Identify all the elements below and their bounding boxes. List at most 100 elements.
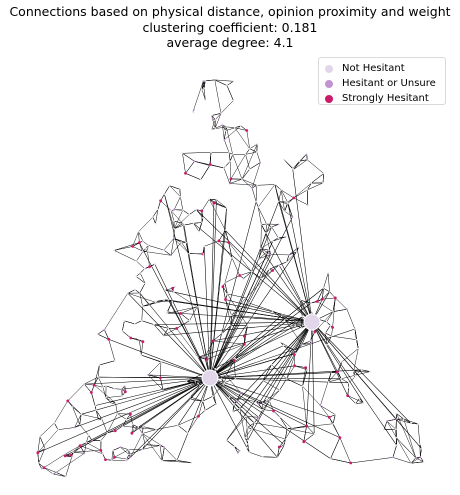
network-nodes xyxy=(36,79,425,478)
network-node xyxy=(44,447,46,450)
network-node xyxy=(210,151,212,154)
network-node xyxy=(137,241,141,245)
network-edge xyxy=(211,126,227,130)
network-edge xyxy=(265,232,271,255)
network-node xyxy=(103,328,106,331)
network-edge xyxy=(328,378,342,383)
network-node xyxy=(212,395,214,398)
network-edge xyxy=(280,189,285,212)
network-edge xyxy=(302,386,307,426)
network-node xyxy=(306,203,309,206)
legend: Not Hesitant Hesitant or Unsure Strongly… xyxy=(318,57,446,105)
network-node xyxy=(234,126,236,129)
network-node xyxy=(131,245,135,248)
network-edge xyxy=(306,425,315,435)
network-edge xyxy=(396,418,411,424)
network-node xyxy=(98,364,101,366)
network-edge xyxy=(417,423,421,445)
network-node xyxy=(265,399,268,401)
network-edge xyxy=(190,396,203,402)
network-edge xyxy=(262,409,274,412)
network-edge xyxy=(410,456,421,464)
network-edge xyxy=(241,169,250,180)
network-edge xyxy=(328,371,338,382)
network-edge xyxy=(306,153,308,160)
network-edge xyxy=(153,324,169,329)
network-edge xyxy=(142,304,150,307)
network-edge xyxy=(38,448,46,464)
network-node xyxy=(143,267,146,270)
network-edge xyxy=(139,292,143,307)
network-node xyxy=(72,451,74,454)
network-edge xyxy=(91,432,108,441)
network-node xyxy=(223,381,226,384)
network-edge xyxy=(302,367,306,387)
network-node xyxy=(199,178,202,181)
network-edge xyxy=(100,432,108,441)
network-node xyxy=(355,338,358,341)
network-edge xyxy=(209,199,217,379)
network-node xyxy=(37,462,40,464)
network-node xyxy=(175,327,179,330)
network-edge xyxy=(185,161,195,174)
network-edge xyxy=(332,414,336,424)
network-edge xyxy=(234,344,245,359)
network-node xyxy=(319,404,322,407)
network-edge xyxy=(355,402,364,404)
network-edge xyxy=(67,400,82,415)
network-node xyxy=(202,253,205,255)
network-node xyxy=(171,300,174,303)
network-edge xyxy=(197,321,313,358)
network-node xyxy=(121,330,124,332)
network-edge xyxy=(37,429,59,453)
network-edge xyxy=(337,361,343,373)
network-edge xyxy=(347,395,356,404)
network-node xyxy=(239,408,241,410)
network-node xyxy=(177,424,179,427)
network-node xyxy=(224,229,227,232)
network-edge xyxy=(176,328,199,358)
network-node xyxy=(279,416,281,419)
network-edge xyxy=(74,377,211,428)
network-edge xyxy=(198,401,203,417)
network-edge xyxy=(260,248,313,323)
network-node xyxy=(176,459,178,462)
network-node xyxy=(87,434,90,437)
network-node xyxy=(204,79,207,82)
network-node xyxy=(137,230,140,233)
network-node xyxy=(131,423,134,426)
network-edge xyxy=(67,383,85,402)
network-edge xyxy=(104,293,128,330)
network-edge xyxy=(38,462,43,470)
network-node xyxy=(239,391,242,394)
network-edge xyxy=(134,320,142,325)
network-node xyxy=(138,292,141,294)
network-edge xyxy=(241,178,257,186)
network-edge xyxy=(117,413,131,415)
network-node xyxy=(338,436,342,439)
network-node xyxy=(213,79,216,81)
network-edge xyxy=(209,377,349,384)
network-edge xyxy=(209,203,215,379)
network-node xyxy=(227,241,231,244)
network-edge xyxy=(249,162,261,170)
network-node xyxy=(346,308,348,311)
network-edge xyxy=(339,437,351,464)
network-node xyxy=(163,299,166,301)
network-node xyxy=(283,444,286,446)
network-edge xyxy=(218,240,233,258)
network-node xyxy=(214,127,217,130)
network-node xyxy=(310,302,312,304)
network-edge xyxy=(225,299,313,323)
network-edge xyxy=(226,81,234,86)
network-node xyxy=(57,428,59,431)
network-edge xyxy=(419,444,421,458)
network-node xyxy=(237,452,239,454)
network-edge xyxy=(183,223,194,226)
network-node xyxy=(173,227,176,230)
network-edge xyxy=(301,340,311,345)
network-edge xyxy=(209,216,293,379)
network-edge xyxy=(73,450,101,453)
network-edge xyxy=(245,148,250,155)
network-edge xyxy=(142,299,169,307)
